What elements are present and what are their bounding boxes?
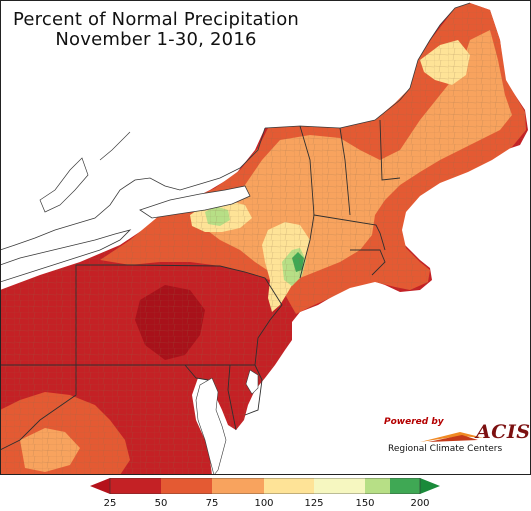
- legend-swatch-1: [161, 478, 212, 494]
- canada-landmass: [0, 127, 266, 251]
- delaware-bay: [245, 369, 259, 395]
- logo-swoosh-icon: [420, 432, 484, 442]
- legend-swatch-5: [365, 478, 390, 494]
- legend-swatch-2: [212, 478, 264, 494]
- logo-powered-by: Powered by: [384, 417, 444, 427]
- chesapeake-bay: [195, 377, 227, 475]
- georgian-bay-outline: [39, 131, 131, 213]
- lake-ontario: [139, 185, 251, 219]
- canada-border-north: [264, 2, 471, 129]
- legend-tick-75: 75: [205, 498, 219, 509]
- color-legend: 25 50 75 100 125 150 200: [90, 478, 440, 510]
- county-texture: [0, 3, 528, 475]
- legend-arrow-right: [420, 478, 440, 494]
- legend-swatch-6: [390, 478, 420, 494]
- legend-swatch-0: [110, 478, 161, 494]
- logo-subtitle: Regional Climate Centers: [388, 444, 503, 454]
- legend-tick-125: 125: [304, 498, 324, 509]
- legend-tick-25: 25: [103, 498, 117, 509]
- lake-erie: [0, 229, 132, 283]
- legend-bar: [90, 478, 440, 494]
- legend-tick-150: 150: [355, 498, 375, 509]
- state-borders: [0, 119, 401, 451]
- logo-brand: ACIS: [476, 421, 531, 443]
- legend-tick-200: 200: [410, 498, 430, 509]
- legend-swatch-4: [314, 478, 365, 494]
- legend-arrow-left: [90, 478, 110, 494]
- acis-logo: Powered by ACIS Regional Climate Centers: [384, 417, 530, 459]
- precipitation-map: Percent of Normal Precipitation November…: [0, 0, 531, 475]
- legend-swatch-3: [264, 478, 314, 494]
- legend-tick-50: 50: [154, 498, 168, 509]
- map-svg: [0, 0, 531, 475]
- legend-tick-100: 100: [254, 498, 274, 509]
